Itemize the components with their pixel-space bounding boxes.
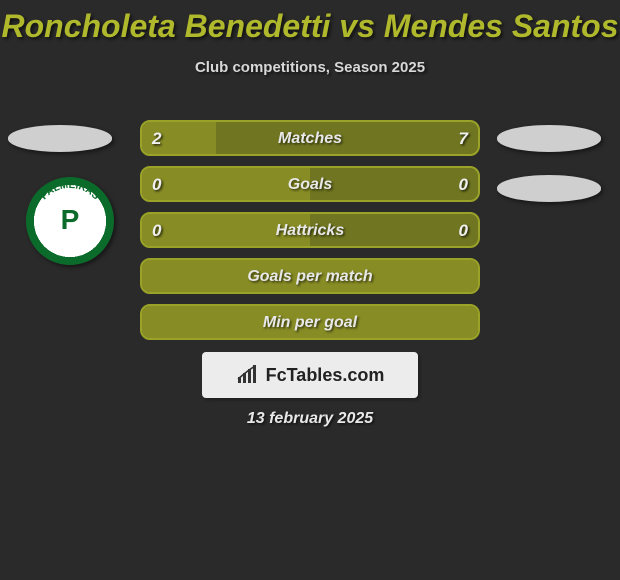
stat-label: Min per goal <box>142 306 478 340</box>
stat-row-min-per-goal: Min per goal <box>140 304 480 340</box>
club-badge-palmeiras: PALMEIRAS P <box>26 177 114 265</box>
stat-row-hattricks: 00Hattricks <box>140 212 480 248</box>
stat-row-goals-per-match: Goals per match <box>140 258 480 294</box>
stats-column: 27Matches 00Goals 00Hattricks Goals per mat… <box>140 120 480 350</box>
stat-label: Hattricks <box>142 214 478 248</box>
chart-icon <box>236 365 260 385</box>
stat-row-matches: 27Matches <box>140 120 480 156</box>
player-logo-placeholder-0 <box>8 125 112 152</box>
stat-row-goals: 00Goals <box>140 166 480 202</box>
subtitle: Club competitions, Season 2025 <box>0 59 620 76</box>
page-title: Roncholeta Benedetti vs Mendes Santos <box>0 0 620 45</box>
club-badge-text: PALMEIRAS <box>39 180 102 202</box>
date-line: 13 february 2025 <box>0 410 620 428</box>
club-badge-letter: P <box>61 204 80 235</box>
watermark-text: FcTables.com <box>266 365 385 386</box>
player-logo-placeholder-2 <box>497 175 601 202</box>
stat-label: Goals <box>142 168 478 202</box>
stat-label: Matches <box>142 122 478 156</box>
player-logo-placeholder-1 <box>497 125 601 152</box>
stat-label: Goals per match <box>142 260 478 294</box>
watermark: FcTables.com <box>202 352 418 398</box>
